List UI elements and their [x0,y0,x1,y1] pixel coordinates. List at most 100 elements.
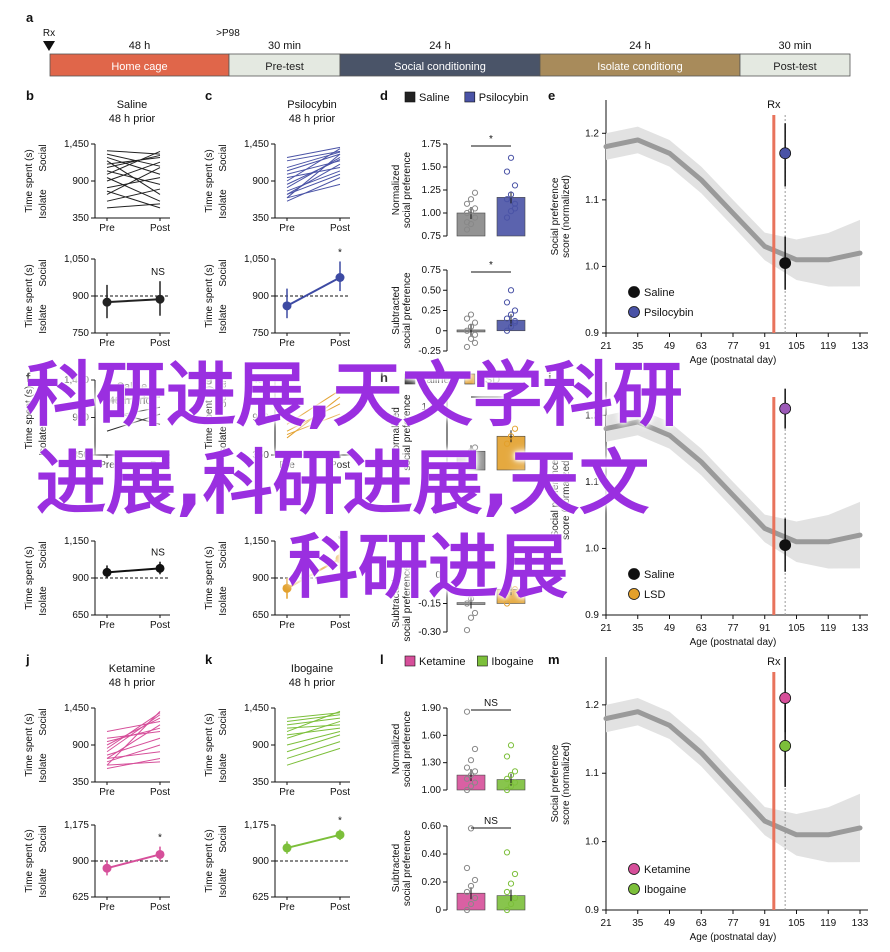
y-tick-label: 0.75 [422,231,442,242]
panel-g: g 1,450 900 350 Pre Post Time spent (s) Social I… [204,370,350,471]
y-axis-label: social preference [402,394,413,471]
x-tick-label: Pre [99,902,115,913]
panel-title-line: Saline [117,381,148,393]
legend-swatch [464,373,476,385]
y-axis-social-label: Social [218,825,229,852]
legend-marker [628,588,640,600]
data-point [503,906,511,914]
x-tick-label: Pre [99,223,115,234]
panel-c2: 1,050 900 750 Pre Post Time spent (s) Social Is… [204,247,350,349]
data-point [467,335,475,342]
significance-label: NS [484,816,498,827]
data-point [511,894,519,902]
y-axis-social-label: Social [218,380,229,407]
pair-line-1 [286,403,341,432]
data-point [467,783,475,790]
x-tick-label: Post [330,902,350,913]
data-point [511,768,519,775]
significance-label: * [158,833,162,844]
rx-marker-label: Rx [767,99,781,111]
data-point [463,219,471,226]
panel-letter-b: b [26,88,34,103]
legend-entry: Saline [644,287,675,299]
y-axis-label: Time spent (s) [204,546,215,610]
mean-point [102,863,112,873]
y-axis-isolate-label: Isolate [38,868,49,898]
x-tick-label: Post [150,460,170,471]
y-tick-label: 1,450 [64,139,89,150]
pair-line-2 [286,720,341,739]
x-tick-label: 119 [820,341,836,352]
panel-h: h 1.50 Normalized social preference Saline LS… [380,370,526,471]
pair-line-6 [106,737,161,756]
y-tick-label: -0.30 [418,627,441,638]
y-tick-label: 1.00 [422,208,442,219]
data-point [511,870,519,878]
panel-letter-l: l [380,652,384,667]
panel-letter-a: a [26,10,34,25]
significance-label: * [489,385,493,396]
data-point [503,315,511,322]
mean-point [155,294,165,304]
legend-entry: Psilocybin [479,92,529,104]
pair-line-4 [286,731,341,746]
x-tick-label: 77 [727,918,739,929]
panel-title-line: Psilocybin [287,99,337,111]
pair-line-3 [106,413,161,432]
panel-letter-c: c [205,88,212,103]
y-tick-label: 900 [72,176,89,187]
y-axis-social-label: Social [218,541,229,568]
data-point [503,775,511,782]
data-point [471,609,479,617]
y-axis-isolate-label: Isolate [218,189,229,219]
data-point [503,581,511,588]
panel-d2: 0.75 0.50 0.25 0 -0.25 Subtracted social prefe… [391,260,526,357]
data-point [463,708,471,715]
timeline-rx-label: Rx [43,28,55,39]
data-point [471,768,479,775]
pair-line-13 [106,203,161,209]
x-tick-label: Pre [99,460,115,471]
data-point [463,775,471,782]
y-axis-isolate-label: Isolate [218,753,229,783]
pair-line-5 [286,151,341,169]
y-tick-label: 1.50 [422,162,442,173]
y-axis-label: social preference [402,151,413,228]
data-point [471,779,479,786]
pair-line-5 [106,744,161,763]
y-tick-label: 0.20 [422,877,442,888]
y-axis-label: Time spent (s) [24,149,35,213]
legend-marker [628,568,640,580]
y-tick-label: 1.0 [585,837,599,848]
x-tick-label: Pre [99,338,115,349]
y-tick-label: 1,175 [64,820,89,831]
data-point [503,214,511,221]
y-axis-isolate-label: Isolate [218,304,229,334]
data-point [467,311,475,318]
y-tick-label: 1.2 [585,700,599,711]
y-tick-label: -0.15 [418,599,441,610]
x-tick-label: 119 [820,918,836,929]
y-axis-isolate-label: Isolate [218,586,229,616]
x-axis-label: Age (postnatal day) [690,355,777,366]
pair-line-4 [106,161,161,182]
legend-entry: Psilocybin [644,307,694,319]
data-point [463,627,471,634]
data-point [511,200,519,207]
pair-line-10 [106,188,161,202]
y-axis-isolate-label: Isolate [38,753,49,783]
data-point [511,182,519,189]
data-point [463,600,471,607]
legend-marker [628,863,640,875]
y-axis-label: Time spent (s) [24,546,35,610]
mean-line [286,833,341,849]
pair-line-12 [106,150,161,155]
mean-point [155,563,165,573]
y-tick-label: 1,175 [244,820,269,831]
y-tick-label: 900 [72,573,89,584]
x-tick-label: Post [150,620,170,631]
panel-title-line: Ibogaine [291,663,333,675]
y-axis-social-label: Social [38,708,49,735]
data-point [511,307,519,314]
legend-swatch [477,655,488,667]
